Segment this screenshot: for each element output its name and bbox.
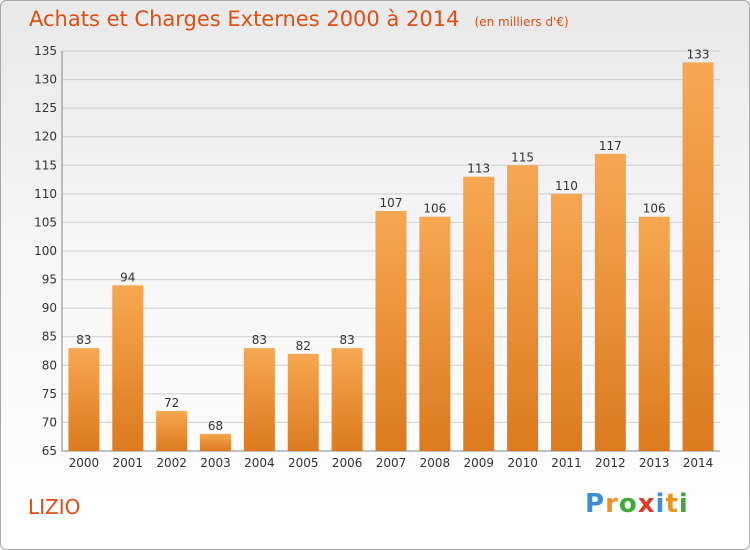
bars (68, 62, 714, 452)
data-label: 72 (164, 396, 179, 410)
logo-letter: t (665, 489, 679, 519)
y-tick-label: 95 (42, 273, 57, 287)
logo-letter: o (618, 489, 638, 519)
y-tick-label: 70 (42, 415, 57, 429)
y-tick-label: 85 (42, 330, 57, 344)
bar (156, 411, 188, 451)
y-tick-label: 115 (34, 158, 57, 172)
data-label: 68 (208, 419, 223, 433)
bar (594, 153, 626, 451)
y-tick-label: 75 (42, 387, 57, 401)
data-label: 83 (76, 333, 91, 347)
x-tick-label: 2002 (156, 456, 187, 470)
logo-letter: x (637, 489, 656, 519)
x-tick-label: 2004 (244, 456, 275, 470)
data-label: 83 (252, 333, 267, 347)
logo-letter: P (585, 489, 606, 519)
x-tick-label: 2012 (595, 456, 626, 470)
chart-subtitle: (en milliers d'€) (474, 15, 569, 29)
bar (68, 348, 100, 451)
x-tick-label: 2001 (113, 456, 144, 470)
bar (419, 216, 451, 451)
bar (200, 433, 232, 451)
bar (375, 211, 407, 451)
x-tick-label: 2008 (420, 456, 451, 470)
chart-title: Achats et Charges Externes 2000 à 2014 (29, 7, 460, 31)
data-label: 94 (120, 270, 135, 284)
x-tick-label: 2000 (69, 456, 100, 470)
bar (331, 348, 363, 451)
y-tick-label: 65 (42, 444, 57, 458)
data-label: 107 (380, 196, 403, 210)
x-tick-labels: 2000 2001 2002 2003 2004 2005 2006 2007 2008 2009… (69, 456, 714, 470)
logo-letter: r (605, 489, 619, 519)
y-tick-label: 135 (34, 44, 57, 58)
x-tick-label: 2014 (683, 456, 714, 470)
y-tick-label: 130 (34, 73, 57, 87)
data-label: 110 (555, 179, 578, 193)
bar (550, 193, 582, 451)
data-label: 133 (687, 47, 710, 61)
y-tick-label: 125 (34, 101, 57, 115)
proxiti-logo[interactable]: Proxiti (585, 489, 689, 519)
chart-title-block: Achats et Charges Externes 2000 à 2014 (… (29, 7, 569, 31)
bar (287, 353, 319, 451)
y-tick-label: 100 (34, 244, 57, 258)
data-label: 113 (467, 162, 490, 176)
x-tick-label: 2003 (200, 456, 231, 470)
y-tick-label: 110 (34, 187, 57, 201)
bar (507, 165, 539, 452)
data-label: 106 (423, 202, 446, 216)
x-tick-label: 2011 (551, 456, 582, 470)
data-labels: 83 94 72 68 83 82 83 107 106 113 115 110 117 106 133 (76, 47, 709, 432)
bar (682, 62, 714, 452)
bar (638, 216, 670, 451)
x-tick-label: 2006 (332, 456, 363, 470)
data-label: 83 (339, 333, 354, 347)
x-tick-label: 2009 (463, 456, 494, 470)
bar (112, 285, 144, 451)
logo-letter: i (655, 489, 666, 519)
data-label: 115 (511, 150, 534, 164)
data-label: 106 (643, 202, 666, 216)
logo-letter: i (678, 489, 689, 519)
x-tick-label: 2013 (639, 456, 670, 470)
x-tick-label: 2007 (376, 456, 407, 470)
bar (243, 348, 275, 451)
commune-name: LIZIO (28, 495, 81, 519)
y-tick-label: 80 (42, 358, 57, 372)
x-tick-label: 2005 (288, 456, 319, 470)
x-tick-label: 2010 (507, 456, 538, 470)
y-tick-label: 90 (42, 301, 57, 315)
bar (463, 176, 495, 451)
y-tick-label: 105 (34, 215, 57, 229)
y-tick-label: 120 (34, 130, 57, 144)
data-label: 82 (296, 339, 311, 353)
data-label: 117 (599, 139, 622, 153)
y-tick-labels: 65 70 75 80 85 90 95 100 105 110 115 120 125 130 135 (34, 44, 57, 458)
